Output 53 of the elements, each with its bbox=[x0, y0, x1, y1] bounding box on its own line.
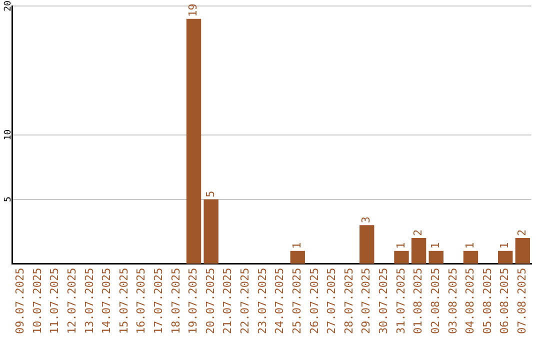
x-tick-label: 07.08.2025 bbox=[516, 268, 529, 334]
bar bbox=[411, 238, 426, 264]
bar bbox=[394, 250, 409, 264]
bar bbox=[204, 199, 218, 264]
x-tick-label: 25.07.2025 bbox=[290, 268, 304, 334]
x-tick-label: 24.07.2025 bbox=[273, 268, 286, 334]
x-tick-label: 26.07.2025 bbox=[308, 268, 321, 334]
x-tick-label: 27.07.2025 bbox=[325, 268, 338, 334]
x-tick-label: 10.07.2025 bbox=[30, 268, 44, 334]
x-tick-label: 20.07.2025 bbox=[204, 268, 217, 334]
bar bbox=[186, 18, 202, 264]
bar bbox=[360, 225, 374, 264]
x-tick-label: 03.08.2025 bbox=[446, 268, 460, 334]
x-tick-label: 14.07.2025 bbox=[100, 268, 114, 334]
x-tick-label: 01.08.2025 bbox=[412, 268, 425, 334]
y-tick-label: 10 bbox=[3, 129, 14, 140]
x-tick-label: 29.07.2025 bbox=[360, 268, 373, 334]
x-tick-label: 30.07.2025 bbox=[377, 268, 390, 334]
x-tick-label: 09.07.2025 bbox=[14, 268, 27, 334]
bar bbox=[290, 250, 305, 264]
x-tick-label: 22.07.2025 bbox=[238, 268, 252, 334]
x-tick-label: 31.07.2025 bbox=[394, 268, 408, 334]
y-tick-label: 20 bbox=[3, 0, 14, 12]
data-label: 5 bbox=[204, 190, 217, 198]
data-label: 19 bbox=[186, 4, 200, 17]
x-tick-label: 13.07.2025 bbox=[82, 268, 96, 334]
x-tick-label: 05.08.2025 bbox=[480, 268, 494, 334]
data-label: 1 bbox=[428, 242, 442, 249]
x-tick-label: 17.07.2025 bbox=[152, 268, 165, 334]
x-tick-label: 19.07.2025 bbox=[186, 268, 200, 334]
x-tick-label: 18.07.2025 bbox=[169, 268, 182, 334]
x-tick-label: 16.07.2025 bbox=[134, 268, 148, 334]
bar bbox=[463, 250, 478, 264]
x-tick-label: 02.08.2025 bbox=[428, 268, 442, 334]
data-label: 1 bbox=[290, 242, 304, 249]
x-tick-label: 15.07.2025 bbox=[117, 268, 130, 334]
bar bbox=[428, 250, 444, 264]
data-label: 1 bbox=[394, 242, 408, 249]
x-tick-label: 23.07.2025 bbox=[256, 268, 269, 334]
y-tick-label: 5 bbox=[3, 196, 14, 202]
data-label: 1 bbox=[464, 242, 477, 249]
x-tick-label: 21.07.2025 bbox=[221, 268, 234, 334]
x-tick-label: 06.08.2025 bbox=[498, 268, 512, 334]
bar bbox=[515, 238, 530, 264]
bar bbox=[498, 250, 513, 264]
x-tick-label: 28.07.2025 bbox=[342, 268, 356, 334]
x-tick-label: 11.07.2025 bbox=[48, 268, 62, 334]
x-tick-label: 12.07.2025 bbox=[65, 268, 78, 334]
data-label: 1 bbox=[498, 242, 512, 249]
data-label: 2 bbox=[412, 229, 425, 236]
x-tick-label: 04.08.2025 bbox=[464, 268, 477, 334]
data-label: 2 bbox=[516, 229, 529, 236]
data-label: 3 bbox=[360, 216, 373, 224]
